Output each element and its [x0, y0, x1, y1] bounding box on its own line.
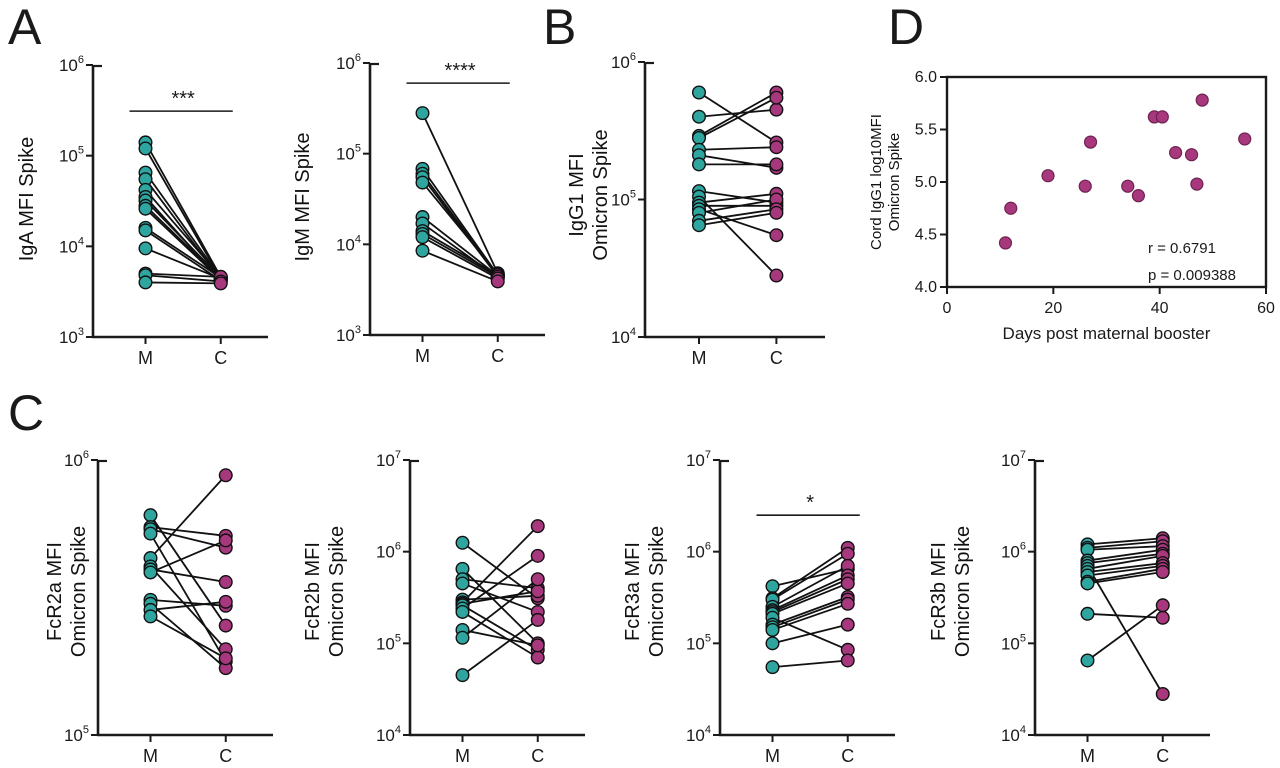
chart-fcr2a-mfi-omicron: 105 106 M C: [64, 449, 273, 766]
svg-text:105: 105: [336, 143, 361, 164]
panel-label-b: B: [543, 0, 577, 55]
svg-text:C: C: [214, 348, 227, 368]
panel-label-a: A: [8, 0, 42, 55]
chart-igm-mfi-spike: 103 104 105 106 M C ****: [336, 52, 545, 366]
svg-text:5.5: 5.5: [915, 122, 937, 139]
panel-label-d: D: [888, 0, 925, 55]
svg-text:5.0: 5.0: [915, 174, 937, 191]
chart-fcr3a-mfi-omicron: 104 105 106 107 M C *: [686, 449, 895, 766]
panel-label-c: C: [8, 385, 45, 441]
svg-text:106: 106: [376, 541, 401, 562]
svg-text:106: 106: [336, 52, 361, 73]
svg-text:104: 104: [336, 233, 361, 254]
svg-text:p = 0.009388: p = 0.009388: [1148, 267, 1236, 284]
svg-text:104: 104: [1001, 724, 1026, 745]
svg-text:104: 104: [686, 724, 711, 745]
y-axis-label-fcr3b-line2: Omicron Spike: [952, 525, 974, 658]
svg-text:106: 106: [64, 449, 89, 470]
y-axis-label-fcr2b-line2: Omicron Spike: [326, 525, 348, 658]
svg-text:M: M: [1080, 746, 1095, 766]
svg-text:107: 107: [376, 449, 401, 470]
svg-text:106: 106: [686, 541, 711, 562]
y-axis-label-iga: IgA MFI Spike: [16, 136, 38, 262]
svg-text:107: 107: [1001, 449, 1026, 470]
svg-text:0: 0: [943, 300, 952, 317]
svg-text:M: M: [765, 746, 780, 766]
svg-text:20: 20: [1044, 300, 1062, 317]
svg-text:106: 106: [1001, 541, 1026, 562]
svg-text:6.0: 6.0: [915, 69, 937, 86]
svg-text:104: 104: [59, 235, 84, 256]
svg-text:***: ***: [171, 88, 195, 110]
svg-text:103: 103: [59, 326, 84, 347]
svg-text:104: 104: [611, 326, 636, 347]
svg-text:*: *: [806, 492, 814, 514]
y-axis-label-cord-line1: Cord IgG1 log10MFI: [868, 114, 885, 250]
y-axis-label-igm: IgM MFI Spike: [292, 132, 314, 262]
svg-text:105: 105: [1001, 632, 1026, 653]
svg-text:C: C: [770, 348, 783, 368]
svg-text:60: 60: [1257, 300, 1275, 317]
y-axis-label-igg1-line1: IgG1 MFI: [566, 153, 588, 237]
svg-text:107: 107: [686, 449, 711, 470]
y-axis-label-fcr2b-line1: FcR2b MFI: [302, 542, 324, 641]
svg-text:Days post maternal booster: Days post maternal booster: [1003, 324, 1211, 343]
svg-text:103: 103: [336, 324, 361, 345]
svg-text:105: 105: [686, 632, 711, 653]
svg-text:C: C: [1156, 746, 1169, 766]
svg-text:M: M: [692, 348, 707, 368]
svg-text:105: 105: [611, 189, 636, 210]
svg-text:4.5: 4.5: [915, 227, 937, 244]
svg-text:105: 105: [64, 724, 89, 745]
svg-text:r = 0.6791: r = 0.6791: [1148, 240, 1216, 257]
chart-iga-mfi-spike: 103 104 105 106 M C ***: [59, 54, 268, 368]
y-axis-label-fcr3a-line2: Omicron Spike: [646, 525, 668, 658]
svg-text:C: C: [219, 746, 232, 766]
svg-text:105: 105: [376, 632, 401, 653]
svg-text:****: ****: [445, 60, 476, 82]
svg-text:M: M: [138, 348, 153, 368]
svg-text:104: 104: [376, 724, 401, 745]
svg-text:106: 106: [59, 54, 84, 75]
chart-fcr3b-mfi-omicron: 104 105 106 107 M C: [1001, 449, 1210, 766]
svg-text:C: C: [841, 746, 854, 766]
svg-text:M: M: [143, 746, 158, 766]
chart-fcr2b-mfi-omicron: 104 105 106 107 M C: [376, 449, 585, 766]
y-axis-label-fcr3b-line1: FcR3b MFI: [928, 542, 950, 641]
svg-text:105: 105: [59, 145, 84, 166]
svg-text:4.0: 4.0: [915, 279, 937, 296]
svg-text:106: 106: [611, 51, 636, 72]
svg-text:M: M: [415, 346, 430, 366]
svg-text:M: M: [455, 746, 470, 766]
chart-igg1-mfi-omicron: 104 105 106 M C: [611, 51, 825, 368]
svg-text:C: C: [491, 346, 504, 366]
svg-text:40: 40: [1151, 300, 1169, 317]
svg-text:C: C: [531, 746, 544, 766]
chart-cord-igg1-scatter: 0 20 40 60 4.0 4.5 5.0 5.5 6.0 Days post maternal…: [915, 69, 1275, 343]
y-axis-label-fcr3a-line1: FcR3a MFI: [622, 542, 644, 641]
